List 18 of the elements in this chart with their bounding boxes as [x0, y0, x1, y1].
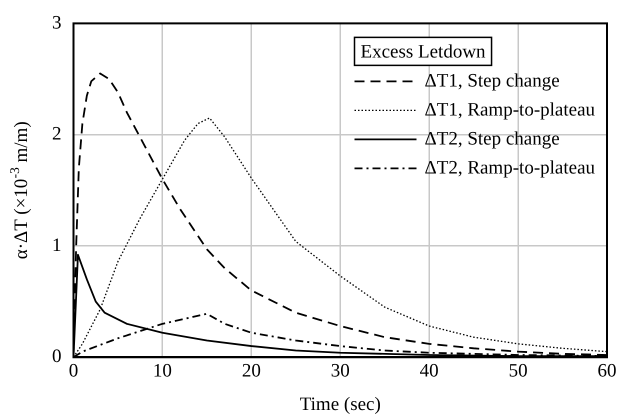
x-tick-label: 20 — [242, 360, 261, 382]
legend-label: ΔT1, Ramp-to-plateau — [424, 99, 596, 120]
y-tick-label: 2 — [52, 124, 62, 145]
legend-label: ΔT2, Step change — [424, 128, 560, 150]
x-tick-label: 30 — [330, 360, 350, 382]
x-tick-label: 10 — [152, 360, 172, 382]
y-tick-label: 0 — [52, 346, 62, 368]
y-tick-label: 1 — [52, 234, 62, 256]
x-axis-title: Time (sec) — [300, 394, 381, 415]
x-tick-label: 50 — [508, 360, 528, 382]
x-tick-label: 40 — [420, 360, 439, 382]
x-tick-label: 60 — [598, 360, 616, 382]
x-tick-label: 0 — [68, 360, 78, 382]
y-axis-title: α·ΔT (×10-3 m/m) — [6, 121, 32, 260]
legend-label: ΔT2, Ramp-to-plateau — [424, 157, 596, 178]
legend-title: Excess Letdown — [360, 41, 486, 62]
legend-label: ΔT1, Step change — [424, 70, 560, 92]
y-tick-label: 3 — [52, 12, 62, 34]
